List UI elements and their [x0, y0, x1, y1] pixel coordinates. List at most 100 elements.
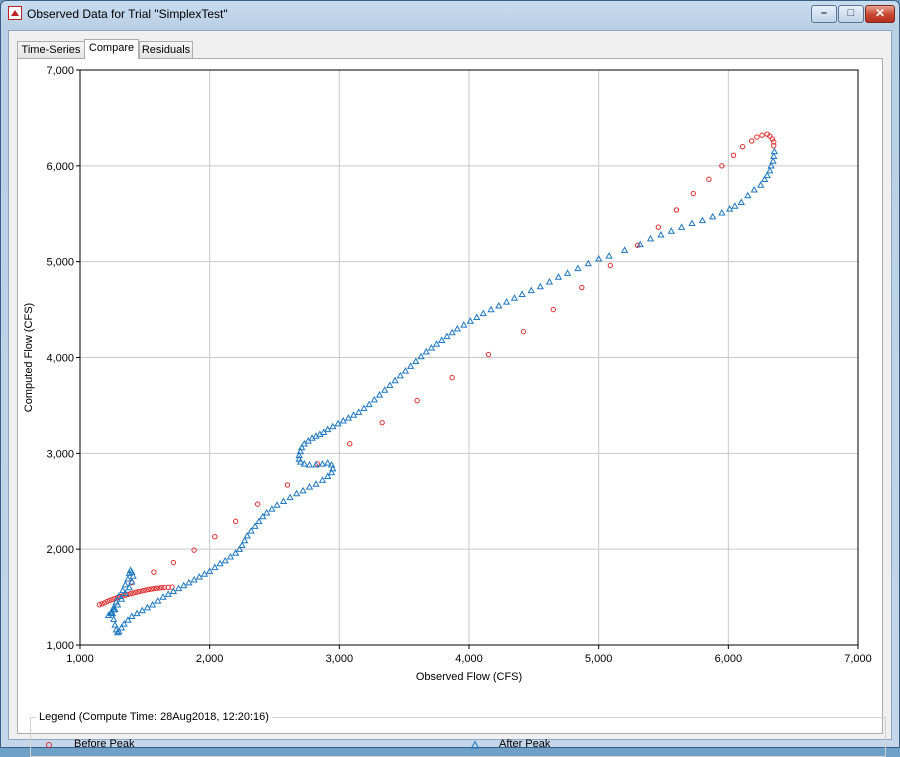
after-peak-point — [731, 202, 739, 209]
after-peak-point — [305, 461, 314, 468]
after-peak-point — [255, 517, 263, 525]
after-peak-point — [678, 223, 686, 230]
after-peak-point — [487, 305, 495, 313]
after-peak-point — [251, 522, 259, 529]
after-peak-point — [231, 549, 240, 556]
before-peak-point — [690, 190, 697, 197]
after-peak-point — [320, 428, 328, 435]
after-peak-point — [164, 590, 172, 597]
minimize-button[interactable]: – — [811, 5, 837, 23]
x-tick-label: 6,000 — [715, 653, 743, 665]
after-peak-point — [406, 362, 415, 369]
before-peak-point — [191, 547, 197, 553]
after-peak-point — [312, 461, 320, 468]
legend-after-peak-marker — [470, 740, 480, 749]
before-peak-point — [165, 584, 171, 591]
after-peak-point — [510, 294, 519, 301]
after-peak-point — [554, 273, 563, 280]
before-peak-point — [153, 585, 160, 591]
after-peak-point — [304, 437, 312, 444]
after-peak-point — [750, 185, 758, 193]
after-peak-point — [174, 584, 183, 592]
tab-residuals[interactable]: Residuals — [139, 41, 193, 58]
after-peak-point — [112, 625, 120, 633]
before-peak-point — [748, 138, 755, 144]
after-peak-point — [300, 439, 308, 447]
after-peak-point — [718, 208, 726, 216]
after-peak-point — [247, 527, 255, 534]
before-peak-point — [254, 501, 261, 507]
after-peak-point — [545, 277, 554, 285]
after-peak-point — [180, 581, 188, 589]
before-peak-point — [347, 441, 353, 447]
after-peak-point — [432, 340, 441, 347]
before-peak-point — [284, 482, 291, 488]
after-peak-point — [620, 246, 629, 253]
before-peak-point — [232, 518, 239, 525]
x-tick-label: 3,000 — [326, 653, 354, 665]
after-peak-point — [766, 166, 774, 174]
before-peak-point — [107, 597, 113, 604]
after-peak-point — [226, 553, 235, 560]
tab-time-series[interactable]: Time-Series — [17, 41, 85, 58]
y-tick-label: 6,000 — [46, 161, 74, 173]
before-peak-point — [140, 587, 147, 594]
close-button[interactable]: ✕ — [865, 5, 895, 23]
after-peak-point — [221, 556, 229, 564]
before-peak-point — [125, 591, 131, 598]
after-peak-point — [312, 480, 320, 487]
maximize-icon: □ — [847, 7, 855, 19]
app-icon[interactable] — [8, 6, 22, 20]
after-peak-point — [767, 162, 775, 169]
close-icon: ✕ — [874, 6, 886, 20]
after-peak-point — [473, 313, 481, 320]
after-peak-point — [527, 286, 535, 294]
after-peak-point — [110, 615, 118, 622]
after-peak-point — [327, 468, 336, 476]
after-peak-point — [195, 573, 203, 580]
after-peak-point — [438, 336, 446, 343]
y-tick-label: 5,000 — [46, 257, 74, 269]
after-peak-point — [107, 609, 115, 617]
after-peak-point — [143, 603, 152, 611]
y-axis-label: Computed Flow (CFS) — [23, 303, 35, 412]
title-bar[interactable]: Observed Data for Trial "SimplexTest" – … — [1, 1, 899, 29]
before-peak-point — [156, 585, 162, 591]
after-peak-point — [200, 570, 209, 577]
after-peak-point — [443, 332, 451, 340]
after-peak-point — [518, 290, 526, 297]
after-peak-point — [298, 443, 306, 451]
chart-ticks: 1,000 2,000 3,000 4,000 5,000 6,000 7,000 1,000… — [46, 65, 871, 665]
after-peak-point — [453, 324, 461, 332]
after-peak-point — [121, 580, 130, 588]
before-peak-point — [579, 284, 585, 291]
before-peak-point — [151, 585, 157, 592]
after-peak-point — [698, 216, 707, 224]
y-tick-label: 7,000 — [46, 65, 74, 77]
before-peak-point — [127, 591, 134, 597]
after-peak-point — [448, 328, 456, 336]
before-peak-point — [169, 584, 175, 590]
after-peak-point — [305, 483, 314, 490]
after-peak-point — [292, 489, 301, 497]
tab-compare[interactable]: Compare — [84, 39, 139, 59]
after-peak-point — [119, 586, 127, 594]
after-peak-point — [339, 416, 347, 424]
after-peak-point — [688, 219, 696, 227]
after-peak-point — [386, 381, 394, 388]
after-peak-point — [412, 357, 420, 365]
after-peak-point — [502, 298, 511, 305]
after-peak-point — [185, 578, 193, 586]
after-peak-point — [263, 508, 271, 516]
after-peak-point — [536, 282, 544, 290]
maximize-button[interactable]: □ — [838, 5, 864, 23]
x-tick-label: 5,000 — [585, 653, 613, 665]
after-peak-point — [241, 536, 249, 544]
after-peak-point — [129, 572, 137, 579]
after-peak-point — [235, 545, 244, 552]
after-peak-point — [327, 461, 336, 468]
after-peak-point — [115, 627, 123, 635]
before-peak-point — [673, 207, 680, 213]
before-peak-point — [143, 587, 149, 593]
before-peak-point — [379, 419, 385, 426]
